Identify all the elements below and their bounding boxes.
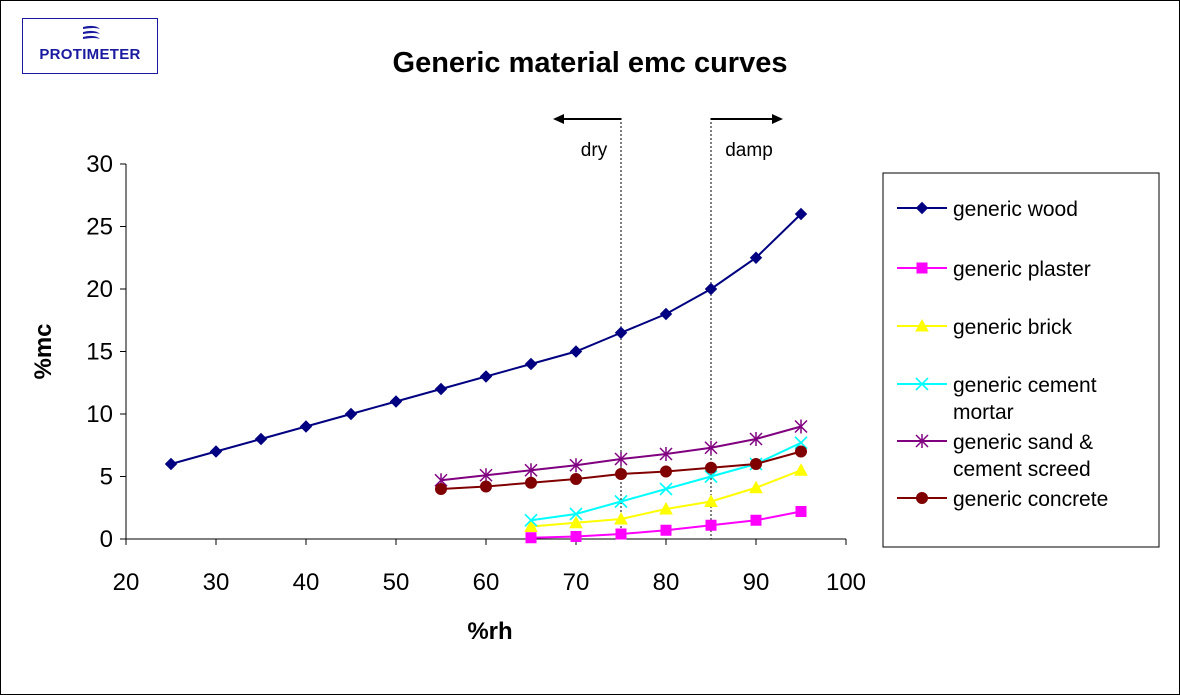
x-tick-label: 70 bbox=[563, 569, 590, 596]
data-point-generic-plaster bbox=[705, 519, 717, 531]
data-point-generic-wood bbox=[614, 326, 628, 339]
legend-label-generic-concrete: generic concrete bbox=[953, 488, 1108, 511]
data-point-generic-wood bbox=[704, 282, 718, 296]
series-line-generic-wood bbox=[170, 213, 802, 465]
data-point-generic-wood bbox=[164, 457, 178, 471]
data-point-generic-plaster bbox=[525, 532, 537, 544]
data-point-generic-concrete bbox=[525, 476, 537, 489]
data-point-generic-sand-cement-screed bbox=[659, 447, 673, 461]
data-point-generic-cement-mortar bbox=[794, 436, 808, 450]
x-tick-label: 60 bbox=[473, 569, 500, 596]
legend-label-generic-cement-mortar: generic cement bbox=[953, 374, 1097, 397]
y-tick-label: 30 bbox=[86, 151, 113, 178]
x-tick-label: 80 bbox=[653, 569, 680, 596]
y-tick-label: 20 bbox=[86, 276, 113, 303]
data-point-generic-wood bbox=[299, 420, 313, 433]
legend-marker-generic-wood bbox=[915, 201, 929, 215]
data-point-generic-brick bbox=[524, 519, 538, 532]
x-axis-title: %rh bbox=[467, 618, 512, 645]
data-point-generic-cement-mortar bbox=[524, 513, 538, 527]
data-point-generic-plaster bbox=[750, 514, 762, 526]
x-tick-label: 100 bbox=[826, 569, 866, 596]
dry-label: dry bbox=[581, 140, 608, 161]
damp-arrow-head bbox=[772, 114, 783, 124]
x-tick-label: 20 bbox=[113, 569, 140, 596]
legend-marker-generic-cement-mortar bbox=[915, 377, 929, 391]
data-point-generic-concrete bbox=[750, 458, 762, 470]
legend-label-generic-plaster: generic plaster bbox=[953, 258, 1091, 281]
data-point-generic-concrete bbox=[480, 480, 492, 493]
legend-marker-generic-plaster bbox=[916, 262, 928, 274]
data-point-generic-plaster bbox=[660, 524, 672, 536]
legend-label-generic-cement-mortar: mortar bbox=[953, 401, 1014, 424]
data-point-generic-concrete bbox=[705, 461, 717, 474]
data-point-generic-sand-cement-screed bbox=[524, 463, 538, 478]
legend-label-generic-wood: generic wood bbox=[953, 198, 1078, 221]
data-point-generic-wood bbox=[569, 345, 583, 358]
data-point-generic-brick bbox=[704, 494, 718, 507]
data-point-generic-wood bbox=[524, 357, 538, 371]
x-tick-label: 50 bbox=[383, 569, 410, 596]
data-point-generic-concrete bbox=[615, 468, 627, 480]
legend-label-generic-sand-cement-screed: generic sand & bbox=[953, 431, 1093, 454]
data-point-generic-sand-cement-screed bbox=[749, 432, 763, 446]
data-point-generic-wood bbox=[479, 370, 493, 383]
y-tick-label: 10 bbox=[86, 401, 113, 428]
legend-marker-generic-brick bbox=[915, 318, 929, 332]
y-tick-label: 0 bbox=[100, 526, 113, 553]
data-point-generic-concrete bbox=[795, 445, 807, 458]
data-point-generic-wood bbox=[344, 407, 358, 421]
data-point-generic-cement-mortar bbox=[659, 482, 673, 496]
data-point-generic-plaster bbox=[570, 531, 582, 542]
data-point-generic-sand-cement-screed bbox=[794, 419, 808, 434]
data-point-generic-wood bbox=[389, 395, 403, 408]
legend-label-generic-brick: generic brick bbox=[953, 316, 1073, 339]
y-tick-label: 25 bbox=[86, 214, 113, 241]
data-point-generic-concrete bbox=[570, 473, 582, 485]
data-point-generic-wood bbox=[749, 251, 763, 264]
data-point-generic-wood bbox=[434, 382, 448, 396]
data-point-generic-brick bbox=[569, 515, 583, 529]
x-tick-label: 90 bbox=[743, 569, 770, 596]
y-tick-label: 15 bbox=[86, 339, 113, 366]
data-point-generic-concrete bbox=[660, 465, 672, 478]
data-point-generic-sand-cement-screed bbox=[569, 458, 583, 473]
protimeter-logo-mark bbox=[83, 25, 100, 39]
data-point-generic-sand-cement-screed bbox=[704, 440, 718, 455]
data-point-generic-brick bbox=[749, 480, 763, 494]
y-axis-title: %mc bbox=[30, 323, 57, 379]
data-point-generic-sand-cement-screed bbox=[614, 452, 628, 466]
data-point-generic-wood bbox=[209, 445, 223, 458]
legend-marker-generic-concrete bbox=[916, 492, 928, 504]
dry-arrow-head bbox=[553, 114, 564, 124]
legend bbox=[882, 172, 1160, 548]
logo-text: PROTIMETER bbox=[39, 46, 141, 63]
data-point-generic-cement-mortar bbox=[569, 507, 583, 521]
data-point-generic-wood bbox=[254, 432, 268, 446]
data-point-generic-sand-cement-screed bbox=[479, 468, 493, 483]
data-point-generic-brick bbox=[659, 501, 673, 515]
data-point-generic-wood bbox=[794, 207, 808, 221]
protimeter-logo: PROTIMETER bbox=[22, 18, 158, 74]
x-tick-label: 40 bbox=[293, 569, 320, 596]
damp-label: damp bbox=[725, 140, 773, 161]
data-point-generic-cement-mortar bbox=[704, 469, 718, 484]
data-point-generic-wood bbox=[659, 307, 673, 321]
data-point-generic-brick bbox=[614, 511, 628, 525]
x-tick-label: 30 bbox=[203, 569, 230, 596]
y-tick-label: 5 bbox=[100, 464, 113, 491]
data-point-generic-cement-mortar bbox=[614, 494, 628, 509]
data-point-generic-plaster bbox=[615, 528, 627, 540]
legend-marker-generic-sand-cement-screed bbox=[915, 434, 929, 448]
data-point-generic-concrete bbox=[435, 483, 447, 495]
chart-title: Generic material emc curves bbox=[393, 47, 788, 79]
data-point-generic-brick bbox=[794, 463, 808, 476]
data-point-generic-plaster bbox=[795, 506, 807, 517]
legend-label-generic-sand-cement-screed: cement screed bbox=[953, 458, 1091, 481]
